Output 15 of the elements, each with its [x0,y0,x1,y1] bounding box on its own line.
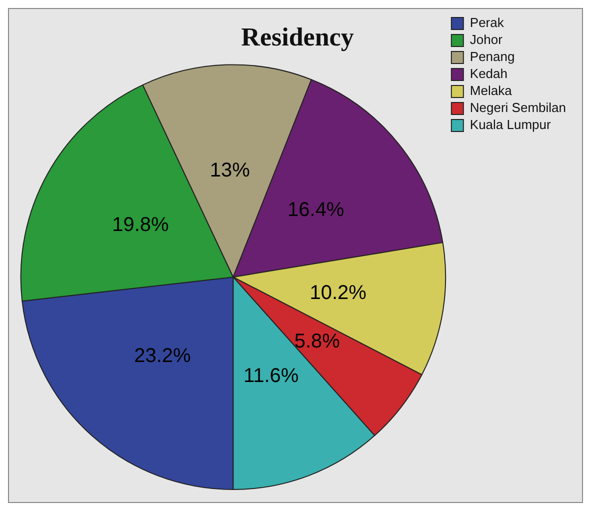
legend-label: Kuala Lumpur [470,117,552,132]
data-label: 16.4% [288,198,344,221]
legend-label: Penang [470,49,515,64]
legend-label: Negeri Sembilan [470,100,566,116]
legend-label: Kedah [470,66,508,82]
data-label: 5.8% [294,330,340,353]
data-label: 19.8% [112,214,170,236]
legend-label: Melaka [470,83,513,98]
data-label: 11.6% [243,364,299,387]
data-label: 23.2% [134,344,192,367]
legend-label: Perak [470,15,504,30]
data-label: 10.2% [310,282,367,304]
data-label: 13% [210,159,250,182]
legend-label: Johor [470,32,504,48]
chart-title: Residency [241,22,354,52]
